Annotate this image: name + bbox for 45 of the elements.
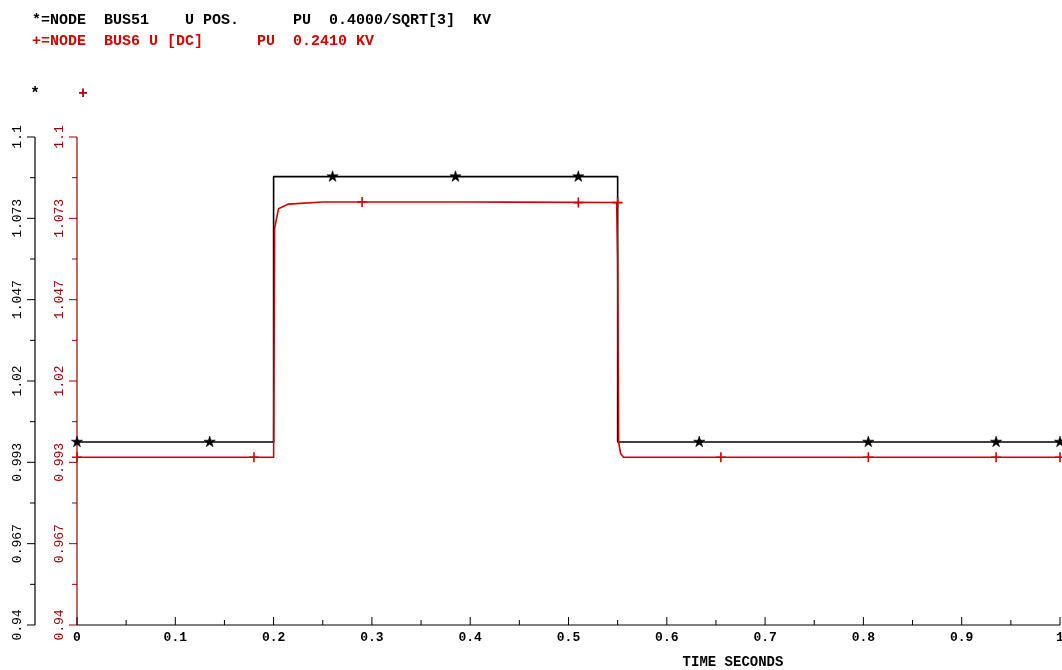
y2-tick-label: 1.02 [52,365,67,397]
y-tick-label: 0.94 [10,609,25,641]
point [862,451,875,464]
x-tick-label: 0.4 [458,630,483,645]
y-tick-label: 0.993 [10,442,25,482]
point [326,170,339,182]
point [449,170,462,182]
y2-tick-label: 0.94 [52,609,67,641]
y-tick-label: 1.073 [10,198,25,238]
point [715,451,727,464]
y-tick-label: 1.1 [10,125,25,149]
point [71,451,83,464]
x-tick-label: 0.3 [360,630,384,645]
point [248,451,260,464]
point [356,196,368,208]
y2-tick-label: 1.073 [52,198,67,238]
point [572,196,585,209]
y2-axis-title: + [78,85,88,103]
point [862,435,875,448]
x-tick-label: 0.1 [163,630,188,645]
x-tick-label: 0 [73,630,82,645]
y2-tick-label: 0.967 [52,524,67,564]
text: *=NODE BUS51 U POS. PU 0.4000/SQRT[3] KV [32,12,492,29]
point [611,196,624,209]
x-tick-label: 0.7 [753,630,777,645]
x-tick-label: 0.6 [655,630,679,645]
point [990,451,1002,464]
point [990,435,1003,448]
text: +=NODE BUS6 U [DC] PU 0.2410 KV [32,33,375,50]
x-axis-title: TIME SECONDS [682,654,784,670]
y2-tick-label: 1.047 [52,280,67,320]
y-axis-title: * [30,85,40,103]
y-tick-label: 1.047 [10,280,25,320]
y-tick-label: 1.02 [10,365,25,397]
point [203,435,216,448]
point [693,435,706,448]
point [572,170,585,182]
x-tick-label: 0.9 [950,630,974,645]
y-tick-label: 0.967 [10,524,25,564]
y2-tick-label: 0.993 [52,442,67,482]
y2-tick-label: 1.1 [52,125,67,149]
x-tick-label: 0.8 [851,630,876,645]
x-tick-label: 0.2 [261,630,286,645]
x-tick-label: 0.5 [556,630,581,645]
point [71,435,83,448]
